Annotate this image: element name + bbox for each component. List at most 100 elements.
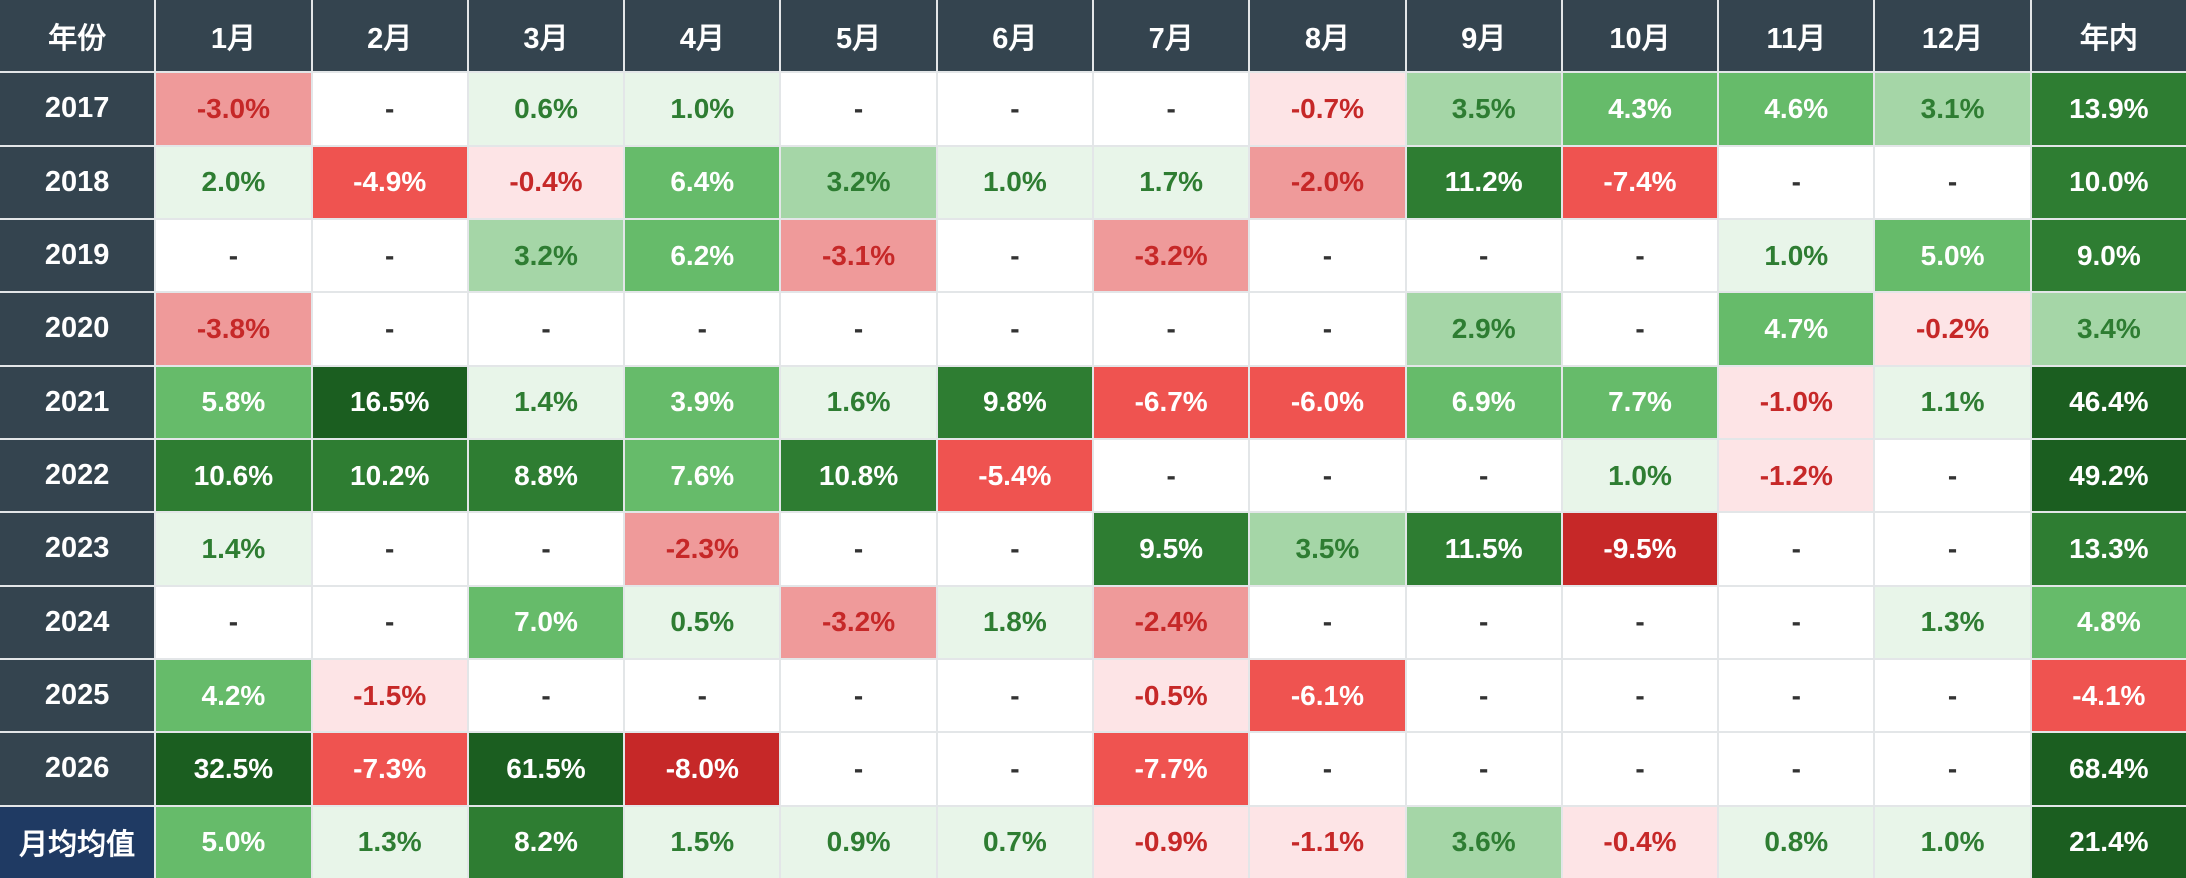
heatmap-cell: 10.2% [312, 440, 467, 512]
heatmap-cell: - [1875, 733, 2030, 805]
heatmap-cell: 1.6% [781, 366, 936, 438]
heatmap-cell: - [156, 586, 311, 658]
heatmap-cell: -0.9% [1094, 806, 1249, 878]
heatmap-cell: - [468, 293, 624, 365]
heatmap-cell: - [1719, 513, 1874, 585]
average-row-label: 月均均值 [0, 806, 155, 878]
heatmap-cell: - [1719, 586, 1874, 658]
heatmap-cell: - [1875, 440, 2030, 512]
heatmap-cell: - [468, 660, 624, 732]
heatmap-cell: -3.2% [1094, 220, 1249, 292]
heatmap-cell: 3.9% [625, 366, 780, 438]
heatmap-cell: -0.4% [468, 146, 624, 218]
heatmap-cell: 1.1% [1875, 366, 2030, 438]
heatmap-cell: - [781, 733, 936, 805]
heatmap-cell: 7.0% [468, 586, 624, 658]
heatmap-cell: -1.1% [1250, 806, 1405, 878]
heatmap-cell: -3.2% [781, 586, 936, 658]
heatmap-cell: -3.8% [156, 293, 311, 365]
heatmap-cell: -4.9% [312, 146, 467, 218]
heatmap-cell: -6.0% [1250, 366, 1405, 438]
heatmap-cell: 5.0% [156, 806, 311, 878]
heatmap-cell: - [1250, 440, 1405, 512]
column-header: 4月 [625, 0, 780, 72]
heatmap-cell: 9.8% [937, 366, 1092, 438]
heatmap-cell: 61.5% [468, 733, 624, 805]
heatmap-cell: 11.5% [1406, 513, 1561, 585]
heatmap-cell: 2.0% [156, 146, 311, 218]
heatmap-cell: 1.0% [1562, 440, 1718, 512]
heatmap-cell: -1.5% [312, 660, 467, 732]
heatmap-cell: -1.2% [1719, 440, 1874, 512]
heatmap-cell: -7.7% [1094, 733, 1249, 805]
heatmap-cell: 6.9% [1406, 366, 1561, 438]
heatmap-cell: -2.4% [1094, 586, 1249, 658]
heatmap-cell: - [468, 513, 624, 585]
heatmap-cell: 4.2% [156, 660, 311, 732]
heatmap-cell: 1.3% [1875, 586, 2030, 658]
heatmap-cell: 8.8% [468, 440, 624, 512]
row-header: 2024 [0, 586, 155, 658]
heatmap-cell: - [781, 73, 936, 145]
heatmap-cell: 10.0% [2031, 146, 2186, 218]
heatmap-cell: 1.0% [1875, 806, 2030, 878]
heatmap-cell: 1.0% [937, 146, 1092, 218]
heatmap-cell: 49.2% [2031, 440, 2186, 512]
heatmap-cell: 1.0% [625, 73, 780, 145]
heatmap-cell: - [1875, 513, 2030, 585]
heatmap-cell: - [937, 220, 1092, 292]
heatmap-cell: -3.0% [156, 73, 311, 145]
heatmap-cell: - [937, 660, 1092, 732]
row-header: 2026 [0, 733, 155, 805]
heatmap-cell: 1.3% [312, 806, 467, 878]
heatmap-cell: 46.4% [2031, 366, 2186, 438]
heatmap-cell: 6.2% [625, 220, 780, 292]
heatmap-cell: 0.8% [1719, 806, 1874, 878]
heatmap-cell: - [312, 586, 467, 658]
heatmap-cell: -8.0% [625, 733, 780, 805]
heatmap-cell: 0.6% [468, 73, 624, 145]
row-header: 2018 [0, 146, 155, 218]
heatmap-cell: - [1250, 586, 1405, 658]
heatmap-cell: -6.1% [1250, 660, 1405, 732]
heatmap-cell: -3.1% [781, 220, 936, 292]
heatmap-cell: - [312, 73, 467, 145]
heatmap-cell: - [1562, 660, 1718, 732]
column-header: 11月 [1719, 0, 1874, 72]
heatmap-cell: 10.8% [781, 440, 936, 512]
heatmap-cell: 10.6% [156, 440, 311, 512]
heatmap-cell: - [1875, 146, 2030, 218]
heatmap-cell: 32.5% [156, 733, 311, 805]
heatmap-cell: -7.4% [1562, 146, 1718, 218]
heatmap-cell: -9.5% [1562, 513, 1718, 585]
heatmap-cell: - [1250, 293, 1405, 365]
heatmap-cell: - [781, 513, 936, 585]
row-header: 2017 [0, 73, 155, 145]
heatmap-cell: 3.1% [1875, 73, 2030, 145]
heatmap-cell: - [625, 660, 780, 732]
heatmap-cell: 7.7% [1562, 366, 1718, 438]
column-header: 9月 [1406, 0, 1561, 72]
row-header: 2023 [0, 513, 155, 585]
heatmap-cell: - [1719, 660, 1874, 732]
heatmap-cell: -0.7% [1250, 73, 1405, 145]
heatmap-cell: - [625, 293, 780, 365]
heatmap-cell: 3.6% [1406, 806, 1561, 878]
heatmap-cell: - [1719, 733, 1874, 805]
heatmap-cell: - [1406, 220, 1561, 292]
heatmap-cell: 1.7% [1094, 146, 1249, 218]
heatmap-cell: - [937, 513, 1092, 585]
heatmap-cell: 4.3% [1562, 73, 1718, 145]
heatmap-cell: - [1406, 440, 1561, 512]
row-header: 2019 [0, 220, 155, 292]
row-header: 2020 [0, 293, 155, 365]
heatmap-cell: 21.4% [2031, 806, 2186, 878]
column-header: 2月 [312, 0, 467, 72]
heatmap-cell: - [1094, 440, 1249, 512]
column-header: 12月 [1875, 0, 2030, 72]
heatmap-cell: - [1719, 146, 1874, 218]
heatmap-cell: - [1562, 293, 1718, 365]
heatmap-cell: - [312, 220, 467, 292]
row-header: 2021 [0, 366, 155, 438]
heatmap-cell: 9.0% [2031, 220, 2186, 292]
